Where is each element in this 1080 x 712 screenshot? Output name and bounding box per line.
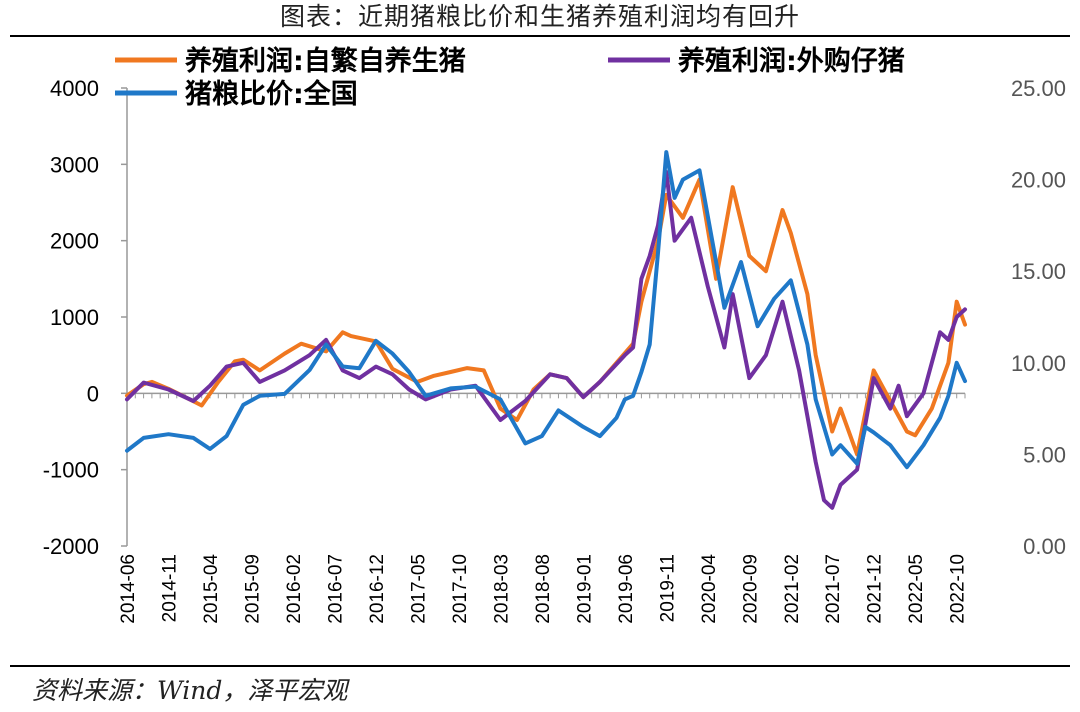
x-tick-label: 2014-11 bbox=[159, 554, 180, 622]
legend-label-1: 养殖利润:自繁自养生猪 bbox=[185, 45, 466, 77]
chart-title: 图表：近期猪粮比价和生猪养殖利润均有回升 bbox=[279, 2, 800, 31]
legend-label-2: 养殖利润:外购仔猪 bbox=[678, 45, 905, 77]
x-tick-label: 2016-07 bbox=[325, 554, 346, 624]
series-line-1 bbox=[125, 177, 967, 457]
x-tick-label: 2019-11 bbox=[657, 554, 678, 622]
y-tick-label-right: 5.00 bbox=[1023, 442, 1066, 467]
legend-label-3: 猪粮比价:全国 bbox=[185, 78, 358, 110]
x-tick-label: 2019-01 bbox=[574, 554, 595, 624]
y-tick-label-left: 0 bbox=[87, 381, 99, 406]
y-tick-label-right: 0.00 bbox=[1023, 534, 1066, 559]
y-tick-label-left: 1000 bbox=[50, 305, 99, 330]
x-tick-label: 2016-12 bbox=[367, 554, 388, 624]
x-tick-label: 2022-05 bbox=[906, 554, 927, 624]
y-tick-label-left: 2000 bbox=[50, 229, 99, 254]
x-tick-label: 2018-03 bbox=[491, 554, 512, 624]
y-tick-label-left: 4000 bbox=[50, 76, 99, 101]
source-note: 资料来源：Wind，泽平宏观 bbox=[32, 676, 348, 705]
x-tick-label: 2017-10 bbox=[450, 554, 471, 624]
x-tick-label: 2017-05 bbox=[408, 554, 429, 624]
series-line-2 bbox=[125, 170, 967, 510]
y-tick-label-left: -2000 bbox=[43, 534, 99, 559]
y-tick-label-right: 15.00 bbox=[1011, 259, 1066, 284]
x-tick-label: 2022-10 bbox=[948, 554, 969, 624]
series-line-3 bbox=[125, 150, 967, 470]
x-tick-label: 2019-06 bbox=[616, 554, 637, 624]
x-tick-label: 2021-12 bbox=[865, 554, 886, 624]
x-tick-label: 2021-02 bbox=[782, 554, 803, 624]
top-rule bbox=[10, 35, 1070, 37]
x-tick-label: 2021-07 bbox=[823, 554, 844, 624]
x-tick-label: 2015-04 bbox=[201, 554, 222, 624]
y-tick-label-right: 20.00 bbox=[1011, 168, 1066, 193]
y-tick-label-left: -1000 bbox=[43, 458, 99, 483]
x-tick-label: 2018-08 bbox=[533, 554, 554, 624]
x-tick-label: 2016-02 bbox=[284, 554, 305, 624]
x-tick-label: 2020-04 bbox=[699, 554, 720, 624]
y-tick-label-right: 10.00 bbox=[1011, 351, 1066, 376]
chart-axes: 4000 3000 2000 1000 0 -1000 -2000 25.00 20.00 15.… bbox=[43, 76, 1066, 624]
bottom-rule bbox=[10, 665, 1070, 667]
x-tick-label: 2020-09 bbox=[740, 554, 761, 624]
line-chart: 4000 3000 2000 1000 0 -1000 -2000 25.00 20.00 15.… bbox=[43, 45, 1066, 624]
series-layer bbox=[125, 150, 967, 510]
x-tick-label: 2014-06 bbox=[118, 554, 139, 624]
y-tick-label-right: 25.00 bbox=[1011, 76, 1066, 101]
x-tick-label: 2015-09 bbox=[242, 554, 263, 624]
y-tick-label-left: 3000 bbox=[50, 152, 99, 177]
